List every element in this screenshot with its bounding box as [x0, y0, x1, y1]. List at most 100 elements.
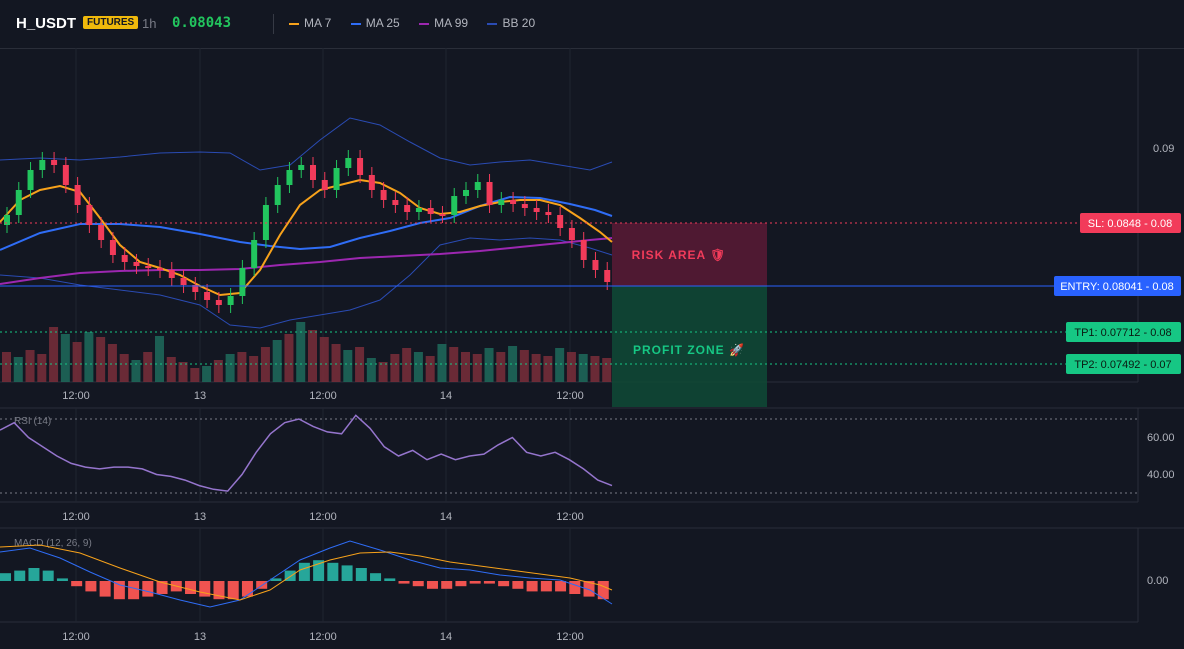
- profit-zone-label: PROFIT ZONE 🚀: [633, 343, 745, 357]
- candle-body: [62, 165, 69, 185]
- macd-bar: [199, 581, 211, 597]
- time-label: 12:00: [309, 390, 337, 402]
- macd-bar: [498, 581, 510, 587]
- candle-body: [439, 214, 446, 216]
- rsi-label: RSI (14): [14, 416, 51, 427]
- time-label: 12:00: [556, 511, 584, 523]
- volume-bar: [390, 354, 400, 382]
- candle-body: [545, 212, 552, 215]
- macd-bar: [455, 581, 467, 587]
- volume-bar: [378, 362, 388, 382]
- ma25-line: [0, 195, 613, 251]
- candle-body: [580, 240, 587, 260]
- volume-bar: [131, 360, 141, 382]
- candle-body: [274, 185, 281, 205]
- ma25-swatch: [350, 22, 361, 25]
- volume-bar: [508, 346, 518, 382]
- candle-body: [498, 200, 505, 205]
- time-label: 14: [440, 511, 452, 523]
- tp2-tag[interactable]: [1066, 354, 1181, 374]
- legend-ma7[interactable]: MA 7: [289, 16, 331, 30]
- legend-bb20[interactable]: BB 20: [487, 16, 535, 30]
- candle-body: [180, 278, 187, 285]
- volume-bar: [155, 336, 164, 382]
- time-label: 13: [194, 390, 206, 402]
- candle-body: [415, 208, 422, 212]
- candle-body: [227, 296, 234, 305]
- candle-body: [39, 160, 46, 170]
- time-label: 13: [194, 511, 206, 523]
- volume-bar: [190, 368, 200, 382]
- candle-body: [533, 208, 540, 212]
- candle-body: [157, 268, 163, 270]
- macd-label: MACD (12, 26, 9): [14, 538, 92, 549]
- sl-tag[interactable]: [1080, 213, 1181, 233]
- volume-bar: [519, 350, 529, 382]
- bb-upper-line: [0, 117, 613, 171]
- volume-bar: [484, 348, 494, 382]
- macd-bar: [426, 581, 438, 589]
- volume-bar: [413, 352, 423, 382]
- rsi-line: [0, 414, 613, 492]
- volume-bar: [531, 354, 541, 382]
- macd-bar: [526, 581, 538, 592]
- volume-bar: [308, 330, 317, 382]
- volume-bar: [602, 358, 612, 382]
- risk-zone: [612, 223, 767, 286]
- ma7-line: [0, 178, 613, 297]
- entry-tag-text: ENTRY: 0.08041 - 0.08: [1060, 281, 1174, 293]
- candle-body: [133, 262, 140, 266]
- volume-bar: [343, 350, 353, 382]
- time-label: 12:00: [62, 390, 90, 402]
- macd-bar: [469, 581, 481, 584]
- time-label: 14: [440, 390, 452, 402]
- time-label: 14: [440, 631, 452, 643]
- legend-ma25[interactable]: MA 25: [350, 16, 400, 30]
- legend-ma99[interactable]: MA 99: [419, 16, 468, 30]
- tp1-tag[interactable]: [1066, 322, 1181, 342]
- candle-body: [510, 200, 517, 204]
- volume-bar: [284, 334, 294, 382]
- candle-body: [486, 182, 493, 205]
- volume-bar: [249, 356, 259, 382]
- macd-bar: [85, 581, 97, 592]
- macd-bar: [185, 581, 197, 594]
- volume-bar: [237, 352, 247, 382]
- candle-body: [557, 215, 564, 228]
- entry-tag[interactable]: [1054, 276, 1181, 296]
- volume-bar: [402, 348, 412, 382]
- volume-bar: [437, 344, 447, 382]
- candle-body: [51, 160, 58, 165]
- candle-body: [568, 228, 575, 240]
- time-label: 12:00: [309, 511, 337, 523]
- macd-bar: [113, 581, 125, 600]
- tp1-tag-text: TP1: 0.07712 - 0.08: [1074, 327, 1171, 339]
- macd-bar: [384, 578, 396, 581]
- candle-body: [380, 190, 387, 200]
- bb-lower-line: [0, 237, 613, 329]
- volume-bar: [2, 352, 11, 382]
- volume-bar: [96, 337, 106, 382]
- futures-badge: FUTURES: [83, 16, 139, 29]
- candle-body: [215, 300, 222, 305]
- candle-body: [286, 170, 293, 185]
- macd-histogram: [0, 560, 609, 600]
- candle-body: [239, 268, 246, 296]
- candle-body: [4, 215, 10, 225]
- macd-bar: [555, 581, 567, 592]
- symbol-name[interactable]: H_USDT: [16, 15, 77, 32]
- macd-bar: [241, 581, 253, 597]
- macd-bar: [42, 570, 54, 581]
- candle-body: [74, 185, 81, 205]
- profit-zone: [612, 286, 767, 407]
- macd-bar: [99, 581, 111, 597]
- macd-bar: [370, 573, 382, 581]
- candle-body: [192, 285, 199, 292]
- timeframe-selector[interactable]: 1h: [142, 16, 157, 31]
- time-label: 12:00: [556, 390, 584, 402]
- volume-bar: [449, 347, 459, 382]
- macd-bar: [156, 581, 168, 594]
- candle-body: [345, 158, 352, 168]
- macd-bar: [327, 562, 339, 581]
